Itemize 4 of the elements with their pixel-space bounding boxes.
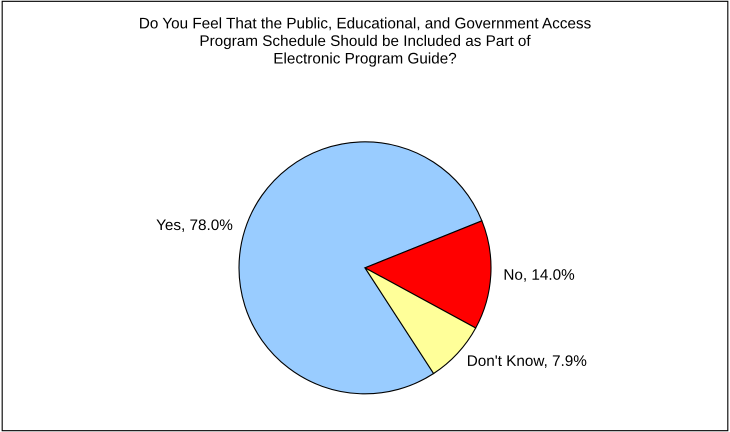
chart-title: Do You Feel That the Public, Educational, and Government Access Program Schedule Should be Included as Part of Electronic Program Guide? [140,17,591,67]
slice-label: Yes, 78.0% [156,219,232,232]
slice-label: No, 14.0% [504,269,574,282]
slice-label: Don't Know, 7.9% [468,355,586,368]
